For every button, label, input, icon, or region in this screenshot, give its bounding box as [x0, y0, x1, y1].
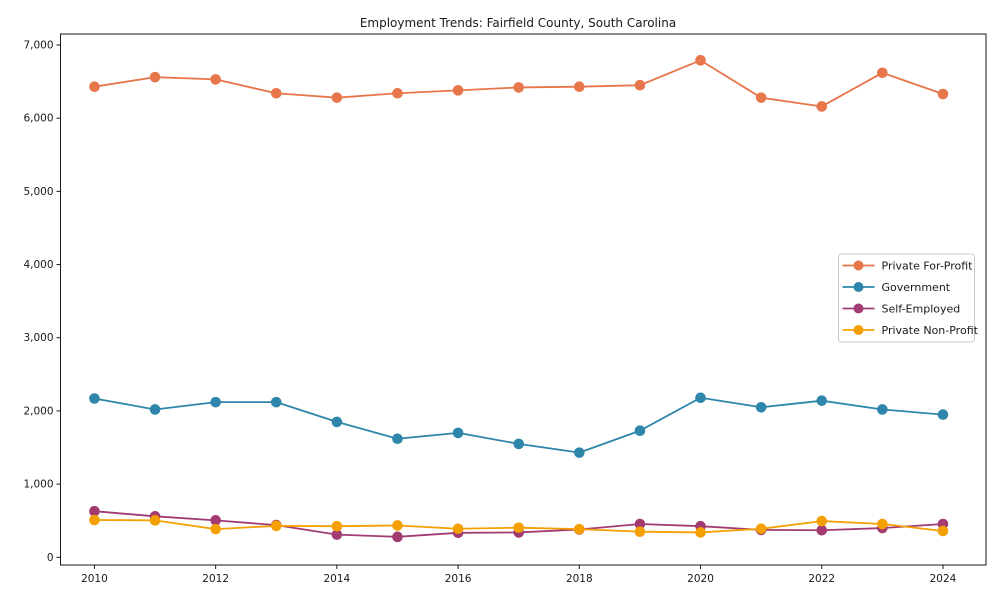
series-private-for-profit	[89, 55, 949, 112]
data-point-private-for-profit-2012	[210, 74, 221, 85]
legend-marker	[853, 303, 864, 314]
data-point-private-for-profit-2011	[149, 71, 161, 83]
data-point-private-for-profit-2016	[452, 85, 464, 96]
data-point-private-non-profit-2024	[937, 525, 949, 537]
data-point-government-2020	[695, 392, 706, 404]
data-point-private-for-profit-2015	[392, 87, 403, 99]
data-point-private-for-profit-2017	[513, 82, 525, 93]
data-point-private-non-profit-2010	[89, 514, 100, 526]
legend-label: Private For-Profit	[882, 259, 974, 272]
legend-item-government: Government	[842, 281, 951, 294]
y-tick-label: 5,000	[23, 186, 53, 198]
y-tick-label: 1,000	[23, 479, 53, 491]
legend-item-private-non-profit: Private Non-Profit	[842, 324, 979, 337]
legend-item-self-employed: Self-Employed	[842, 302, 961, 315]
data-point-private-for-profit-2010	[89, 81, 100, 92]
data-point-private-for-profit-2021	[755, 92, 767, 103]
data-point-private-for-profit-2024	[937, 88, 949, 100]
y-tick-label: 6,000	[23, 113, 53, 125]
data-point-government-2023	[877, 404, 888, 415]
data-point-private-non-profit-2016	[452, 523, 464, 535]
data-point-government-2012	[210, 396, 221, 408]
data-point-private-for-profit-2020	[695, 55, 706, 66]
x-tick-label: 2012	[202, 573, 229, 585]
y-tick-label: 4,000	[23, 259, 53, 271]
data-point-private-non-profit-2021	[755, 523, 767, 535]
data-point-government-2015	[392, 433, 403, 445]
x-tick-label: 2016	[445, 573, 472, 585]
data-point-private-non-profit-2022	[816, 515, 828, 527]
legend-box	[838, 253, 975, 343]
data-point-private-non-profit-2012	[210, 523, 221, 535]
x-tick-label: 2020	[687, 573, 714, 585]
legend-marker	[853, 282, 864, 292]
y-tick-label: 2,000	[23, 405, 53, 417]
legend-marker	[853, 260, 864, 271]
axes-layer: 0 1,000 2,000 3,000 4,000 5,000 6,000 7,000 2010…	[23, 33, 987, 585]
x-tick-label: 2024	[930, 573, 957, 585]
y-tick-label: 7,000	[23, 39, 53, 51]
data-point-government-2016	[452, 427, 464, 439]
y-tick-label: 0	[47, 552, 54, 564]
legend-item-private-for-profit: Private For-Profit	[842, 259, 974, 272]
data-point-private-non-profit-2020	[695, 527, 706, 538]
data-point-private-non-profit-2023	[877, 518, 888, 530]
x-tick-label: 2018	[566, 573, 593, 585]
series-government	[89, 392, 949, 458]
data-point-government-2024	[937, 409, 949, 420]
data-point-private-for-profit-2018	[574, 81, 585, 92]
data-point-self-employed-2019	[634, 518, 646, 530]
x-tick-label: 2022	[808, 573, 835, 585]
data-point-private-for-profit-2022	[816, 101, 828, 112]
chart-title: Employment Trends: Fairfield County, Sou…	[360, 16, 676, 30]
data-point-government-2013	[270, 396, 282, 408]
data-point-government-2010	[89, 393, 100, 404]
data-point-self-employed-2010	[89, 505, 100, 517]
legend-label: Government	[882, 281, 951, 294]
data-point-self-employed-2014	[331, 529, 343, 540]
data-point-self-employed-2022	[816, 524, 828, 536]
data-point-private-non-profit-2019	[634, 526, 646, 537]
data-point-government-2011	[149, 404, 161, 415]
y-tick-label: 3,000	[23, 332, 53, 344]
data-point-private-for-profit-2014	[331, 92, 343, 103]
data-point-private-non-profit-2018	[574, 523, 585, 535]
data-point-private-non-profit-2013	[270, 520, 282, 532]
plot-frame	[60, 33, 987, 566]
data-point-private-for-profit-2023	[877, 67, 888, 79]
data-point-government-2014	[331, 416, 343, 428]
data-point-self-employed-2015	[392, 531, 403, 543]
x-tick-label: 2014	[324, 573, 351, 585]
x-tick-label: 2010	[81, 573, 108, 585]
series-layer	[89, 55, 949, 543]
data-point-private-non-profit-2014	[331, 520, 343, 532]
series-private-non-profit	[89, 514, 949, 538]
data-point-government-2021	[755, 401, 767, 413]
data-point-government-2017	[513, 438, 525, 450]
data-point-self-employed-2012	[210, 515, 221, 526]
legend-marker	[853, 325, 864, 335]
data-point-government-2019	[634, 425, 646, 436]
legend: Private For-Profit Government Self-Employe…	[838, 253, 979, 343]
legend-label: Private Non-Profit	[882, 324, 979, 337]
data-point-private-for-profit-2019	[634, 79, 646, 91]
data-point-government-2022	[816, 395, 828, 406]
data-point-private-for-profit-2013	[270, 87, 282, 99]
data-point-private-non-profit-2015	[392, 520, 403, 531]
data-point-private-non-profit-2011	[149, 515, 161, 526]
data-point-private-non-profit-2017	[513, 522, 525, 533]
data-point-government-2018	[574, 447, 585, 458]
legend-label: Self-Employed	[882, 302, 961, 315]
